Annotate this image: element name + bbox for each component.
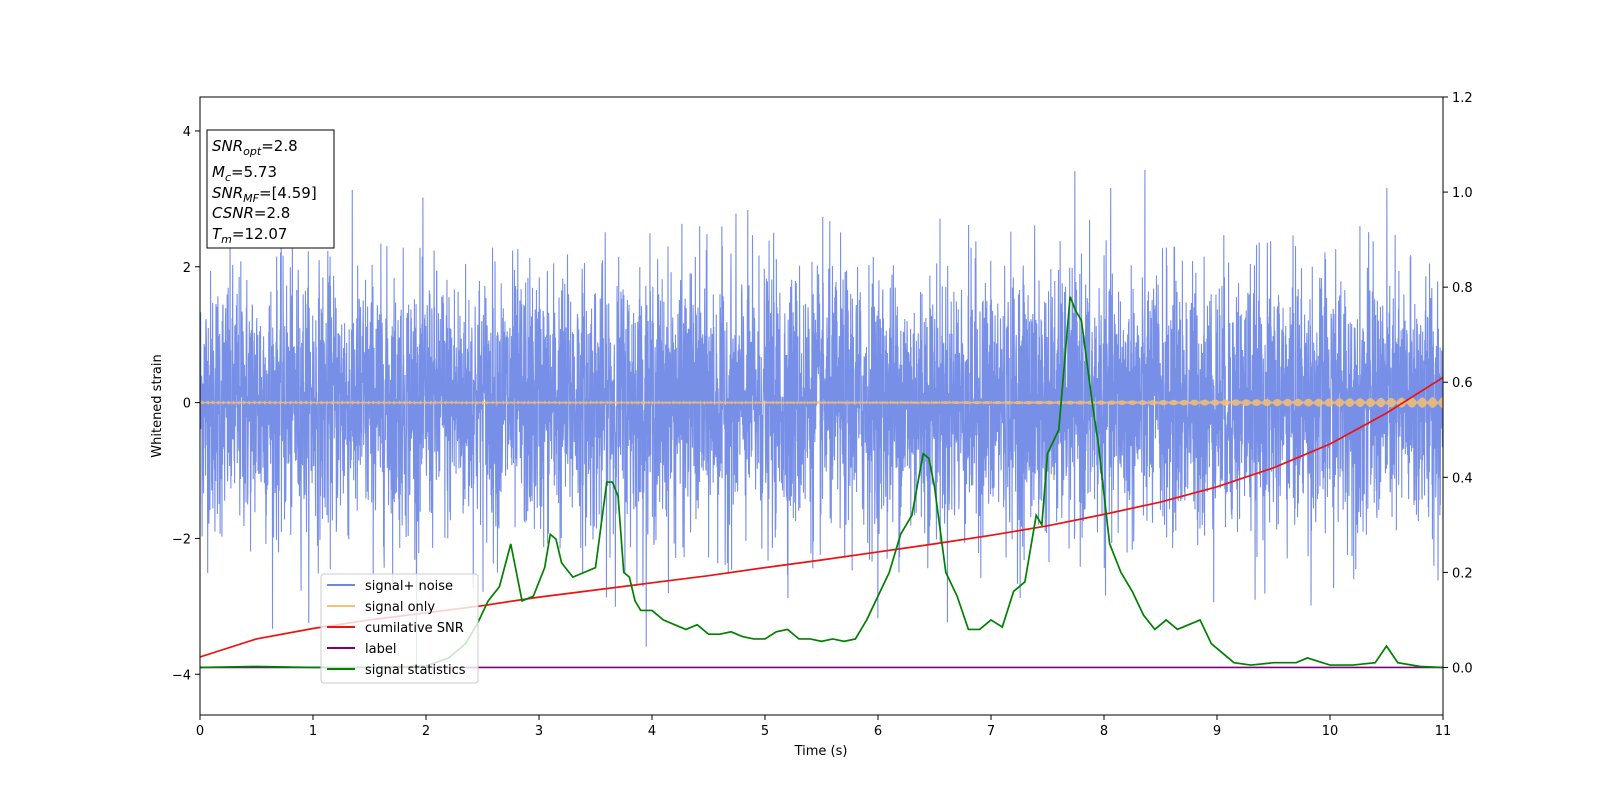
annotation-snr-mf-base: SNR xyxy=(212,184,243,202)
x-tick-label-7: 7 xyxy=(987,724,995,739)
annotation-snr-opt: SNRopt=2.8 xyxy=(212,137,298,158)
annotation-mc-value: =5.73 xyxy=(231,163,277,181)
y-axis-left: −4 −2 0 2 4 xyxy=(172,125,200,683)
annotation-csnr-base: CSNR xyxy=(212,204,254,222)
annotation-frame xyxy=(206,129,335,249)
signal-statistics-line xyxy=(200,296,1443,669)
y-tick-label-2: 0 xyxy=(183,397,191,412)
y-tick-label-1: −2 xyxy=(172,532,191,547)
y2-tick-label-1: 0.2 xyxy=(1452,566,1473,581)
snr-annotation-box: SNRopt=2.8 Mc=5.73 SNRMF=[4.59] CSNR=2.8… xyxy=(206,129,335,249)
y2-tick-label-3: 0.6 xyxy=(1452,376,1473,391)
annotation-tm-value: =12.07 xyxy=(232,225,288,243)
x-axis: 0 1 2 3 4 5 6 7 8 9 10 11 xyxy=(196,715,1451,739)
x-tick-label-9: 9 xyxy=(1213,724,1221,739)
y-tick-label-3: 2 xyxy=(183,261,191,276)
x-tick-label-6: 6 xyxy=(874,724,882,739)
y-axis-right: 0.0 0.2 0.4 0.6 0.8 1.0 1.2 xyxy=(1443,91,1473,676)
annotation-snr-opt-value: =2.8 xyxy=(261,137,297,155)
annotation-tm-base: T xyxy=(212,225,223,243)
legend: signal+ noise signal only cumilative SNR… xyxy=(320,573,479,684)
legend-label-label: label xyxy=(365,642,396,657)
signal-only-series xyxy=(200,397,1443,409)
x-tick-label-5: 5 xyxy=(761,724,769,739)
legend-label-signal-statistics: signal statistics xyxy=(365,663,466,678)
plot-frame xyxy=(199,96,1444,716)
legend-label-signal-only: signal only xyxy=(365,600,435,615)
annotation-snr-mf: SNRMF=[4.59] xyxy=(212,184,317,205)
annotation-csnr-value: =2.8 xyxy=(254,204,290,222)
annotation-snr-mf-sub: MF xyxy=(243,192,259,205)
legend-frame xyxy=(320,573,479,684)
signal-noise-trace xyxy=(200,169,1443,664)
annotation-snr-opt-sub: opt xyxy=(243,145,262,158)
x-tick-label-2: 2 xyxy=(422,724,430,739)
annotation-mc-base: M xyxy=(212,163,225,181)
annotation-mc: Mc=5.73 xyxy=(212,163,277,184)
x-axis-label: Time (s) xyxy=(794,744,848,759)
x-tick-label-3: 3 xyxy=(535,724,543,739)
x-tick-label-1: 1 xyxy=(309,724,317,739)
y2-tick-label-0: 0.0 xyxy=(1452,661,1473,676)
legend-label-cumulative-snr: cumilative SNR xyxy=(365,621,464,636)
legend-label-signal-noise: signal+ noise xyxy=(365,579,453,594)
x-tick-label-11: 11 xyxy=(1435,724,1452,739)
y2-tick-label-6: 1.2 xyxy=(1452,91,1473,106)
x-tick-label-10: 10 xyxy=(1322,724,1339,739)
y2-tick-label-2: 0.4 xyxy=(1452,471,1473,486)
y-tick-label-4: 4 xyxy=(183,125,191,140)
y-tick-label-0: −4 xyxy=(172,668,191,683)
annotation-mc-sub: c xyxy=(225,171,231,184)
annotation-tm: Tm=12.07 xyxy=(212,225,287,246)
y2-tick-label-4: 0.8 xyxy=(1452,281,1473,296)
y2-tick-label-5: 1.0 xyxy=(1452,186,1473,201)
signal-only-trace xyxy=(200,397,1443,409)
x-tick-label-4: 4 xyxy=(648,724,656,739)
y-axis-label: Whitened strain xyxy=(150,354,165,457)
annotation-csnr: CSNR=2.8 xyxy=(212,204,290,222)
signal-noise-series xyxy=(200,169,1443,664)
annotation-snr-mf-value: =[4.59] xyxy=(259,184,317,202)
annotation-snr-opt-base: SNR xyxy=(212,137,243,155)
annotation-tm-sub: m xyxy=(221,233,232,246)
x-tick-label-0: 0 xyxy=(196,724,204,739)
x-tick-label-8: 8 xyxy=(1100,724,1108,739)
